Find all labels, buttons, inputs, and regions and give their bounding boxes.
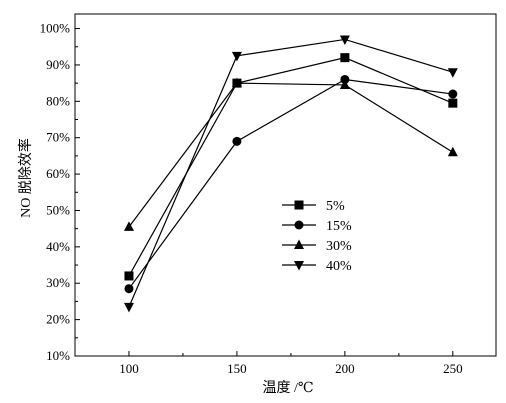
marker-square (340, 53, 350, 63)
marker-triangle-up (447, 146, 458, 157)
axis-ticks: 10% 20% 30% 40% 50% 60% 70% 80% 90% 100% 100 150 200… (40, 21, 463, 376)
legend-entry: 30% (282, 239, 352, 254)
y-tick-label: 50% (46, 202, 70, 217)
series-4 (123, 35, 458, 313)
marker-circle (124, 284, 134, 294)
marker-square (294, 200, 304, 210)
marker-triangle-down (339, 35, 350, 45)
series-3 (123, 77, 458, 231)
marker-triangle-down (447, 68, 458, 78)
marker-circle (448, 89, 458, 99)
y-tick-label: 80% (46, 93, 70, 108)
marker-triangle-down (294, 261, 304, 271)
x-tick-label: 200 (335, 361, 355, 376)
marker-square (124, 271, 134, 281)
legend-label: 30% (326, 239, 352, 254)
x-tick-label: 150 (227, 361, 247, 376)
legend-entry: 40% (282, 259, 352, 274)
series-line (128, 82, 454, 228)
y-tick-label: 100% (40, 21, 71, 36)
y-tick-label: 10% (46, 348, 70, 363)
legend-entry: 15% (282, 219, 352, 234)
plot-frame (74, 13, 497, 357)
series-line (128, 78, 453, 290)
marker-triangle-up (123, 221, 134, 231)
y-axis-label: NO 脱除效率 (17, 138, 34, 218)
marker-triangle-up (231, 77, 242, 88)
series-line (128, 38, 453, 308)
x-axis-label: 温度 /℃ (262, 380, 313, 396)
marker-triangle-up (294, 239, 304, 249)
x-tick-label: 250 (443, 361, 463, 376)
legend-label: 15% (326, 219, 352, 234)
legend-label: 5% (326, 199, 345, 214)
marker-square (448, 98, 458, 108)
marker-triangle-down (231, 51, 242, 62)
axes (74, 13, 497, 357)
marker-circle (294, 220, 304, 230)
y-tick-label: 40% (46, 239, 70, 254)
x-tick-label: 100 (119, 361, 139, 376)
y-tick-label: 60% (46, 166, 70, 181)
series-layer (123, 35, 458, 313)
legend-label: 40% (326, 259, 352, 274)
y-tick-label: 30% (46, 275, 70, 290)
legend-entry: 5% (282, 199, 345, 214)
marker-triangle-up (339, 79, 350, 89)
marker-circle (232, 136, 242, 146)
y-tick-label: 90% (46, 57, 70, 72)
legend: 5% 15% 30% 40% (282, 199, 352, 274)
series-2 (124, 74, 458, 294)
y-tick-label: 20% (46, 312, 70, 327)
series-line (128, 57, 454, 277)
marker-triangle-down (123, 302, 134, 313)
y-tick-label: 70% (46, 130, 70, 145)
